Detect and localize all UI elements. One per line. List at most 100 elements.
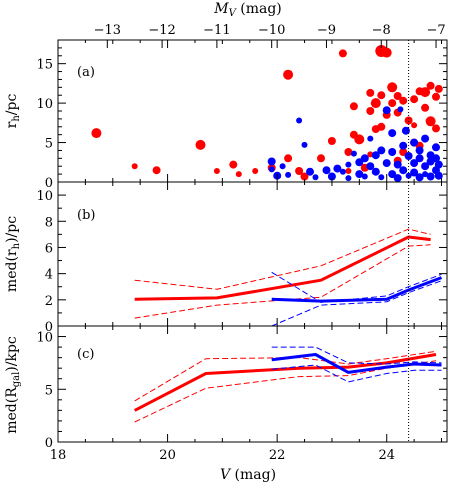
data-point-blue	[410, 159, 419, 168]
data-point-red	[354, 134, 365, 145]
y-tick-label: 5	[45, 383, 53, 398]
data-point-blue	[388, 129, 397, 138]
data-point-blue	[360, 154, 369, 163]
data-point-red	[420, 87, 431, 98]
series-line-blue-solid	[271, 353, 442, 374]
data-point-blue	[296, 117, 303, 124]
data-point-blue	[410, 168, 419, 177]
series-line-red-dashed	[134, 360, 437, 423]
data-point-red	[252, 168, 259, 174]
series-line-red-dashed	[134, 350, 437, 402]
data-point-blue	[361, 173, 368, 180]
data-point-red	[432, 92, 440, 101]
data-point-red	[367, 151, 374, 158]
data-point-red	[377, 122, 386, 131]
data-point-red	[283, 69, 294, 80]
data-point-red	[434, 84, 443, 93]
data-point-red	[366, 88, 375, 97]
top-axis-tick-label: −11	[203, 23, 230, 38]
data-point-red	[327, 137, 336, 145]
data-point-blue	[350, 150, 357, 157]
data-point-red	[300, 172, 309, 181]
data-point-red	[317, 154, 325, 163]
data-point-blue	[421, 134, 430, 143]
data-point-blue	[393, 174, 402, 183]
series-line-blue-solid	[271, 276, 443, 303]
data-point-red	[338, 49, 347, 58]
x-tick-label: 22	[269, 448, 286, 463]
data-point-red	[404, 116, 413, 125]
y-tick-label: 4	[45, 268, 53, 283]
series-line-blue-dashed	[271, 271, 442, 303]
series-line-blue-dashed	[271, 364, 442, 383]
data-point-blue	[397, 106, 404, 113]
y-tick-label: 5	[45, 137, 53, 152]
data-point-blue	[333, 164, 342, 173]
data-point-blue	[421, 162, 430, 171]
data-point-blue	[345, 161, 352, 168]
panel-label-c: (c)	[77, 347, 94, 362]
y-tick-label: 10	[36, 97, 53, 112]
y-tick-label: 2	[45, 294, 53, 309]
data-point-blue	[371, 167, 380, 176]
x-tick-label: 24	[378, 448, 395, 463]
data-point-blue	[301, 141, 308, 148]
series-line-red-dashed	[134, 228, 431, 290]
data-point-blue	[267, 157, 276, 166]
data-point-blue	[415, 173, 424, 182]
data-point-blue	[432, 143, 440, 152]
top-axis-tick-label: −10	[258, 23, 285, 38]
data-point-blue	[367, 135, 374, 142]
data-point-red	[381, 47, 392, 58]
series-line-blue-dashed	[271, 346, 442, 365]
data-point-blue	[366, 162, 375, 171]
data-point-red	[388, 99, 397, 108]
data-point-red	[387, 82, 398, 93]
bottom-axis-title: V (mag)	[220, 467, 276, 483]
data-point-red	[213, 168, 220, 174]
top-axis-tick-label: −13	[94, 23, 121, 38]
top-axis-tick-label: −8	[372, 23, 391, 38]
series-line-blue-dashed	[271, 280, 442, 327]
data-point-red	[426, 81, 435, 90]
data-point-blue	[371, 151, 380, 160]
data-point-blue	[399, 166, 408, 175]
y-tick-label: 10	[36, 189, 53, 204]
data-point-blue	[377, 146, 386, 155]
panel-label-b: (b)	[77, 208, 95, 223]
top-axis-tick-label: −9	[317, 23, 336, 38]
data-point-red	[377, 91, 386, 100]
data-point-blue	[410, 138, 419, 147]
series-line-red-solid	[134, 353, 437, 412]
data-point-blue	[388, 148, 397, 156]
data-point-blue	[355, 170, 364, 179]
data-point-blue	[399, 141, 408, 150]
data-point-blue	[415, 146, 424, 155]
data-point-red	[432, 124, 440, 133]
data-point-blue	[322, 166, 331, 175]
y-tick-label: 0	[45, 176, 53, 191]
data-point-red	[366, 107, 375, 115]
data-point-red	[284, 154, 293, 163]
data-point-red	[91, 128, 102, 139]
data-point-blue	[382, 159, 391, 168]
data-point-blue	[306, 167, 314, 176]
data-point-red	[195, 139, 206, 150]
top-axis-tick-label: −12	[148, 23, 175, 38]
x-tick-label: 18	[50, 448, 67, 463]
data-point-blue	[345, 175, 352, 182]
data-point-red	[152, 166, 161, 175]
panel-label-a: (a)	[77, 65, 95, 80]
data-point-blue	[434, 160, 443, 169]
data-point-red	[410, 95, 419, 104]
y-tick-label: 10	[36, 331, 53, 346]
data-point-blue	[422, 171, 429, 178]
data-point-blue	[382, 106, 391, 115]
data-point-blue	[404, 152, 413, 160]
series-line-red-dashed	[134, 244, 431, 319]
series-line-red-solid	[134, 235, 431, 301]
data-point-blue	[426, 172, 435, 181]
data-point-red	[131, 163, 138, 170]
data-point-blue	[393, 160, 402, 169]
